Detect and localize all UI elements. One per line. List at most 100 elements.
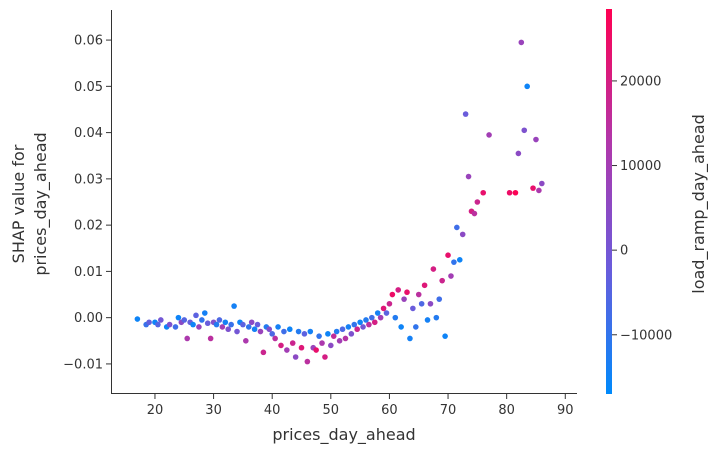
- data-point: [456, 257, 463, 263]
- x-tick-label: 80: [498, 403, 515, 418]
- data-point: [474, 199, 481, 205]
- data-point: [319, 340, 325, 346]
- data-point: [415, 291, 422, 298]
- data-point: [172, 324, 179, 330]
- data-point: [325, 331, 331, 337]
- data-point: [459, 231, 466, 238]
- data-point: [269, 331, 275, 337]
- data-point: [228, 321, 234, 328]
- data-point: [301, 331, 308, 337]
- data-point: [304, 358, 311, 365]
- colorbar-tick-label: 0: [620, 244, 628, 259]
- data-point: [395, 287, 402, 293]
- data-point: [424, 317, 431, 323]
- data-point: [471, 210, 478, 217]
- x-tick-label: 40: [264, 403, 281, 418]
- data-point: [465, 173, 472, 180]
- data-point: [222, 319, 229, 326]
- data-point: [357, 319, 363, 326]
- data-point: [480, 189, 487, 196]
- data-point: [266, 326, 273, 333]
- data-point: [448, 273, 454, 279]
- data-point: [445, 252, 451, 258]
- x-tick-label: 50: [323, 403, 340, 418]
- data-point: [295, 328, 302, 335]
- data-point: [418, 300, 425, 307]
- data-point: [433, 314, 440, 321]
- data-point: [374, 310, 381, 316]
- data-point: [284, 347, 290, 353]
- data-point: [272, 335, 278, 342]
- x-axis-ticks: 20 30 40 50 60 70 80 90: [147, 394, 574, 418]
- data-point: [245, 324, 252, 330]
- data-point: [158, 317, 164, 323]
- data-point: [219, 324, 226, 330]
- data-point: [392, 314, 399, 321]
- data-point: [430, 266, 437, 272]
- data-point: [366, 321, 372, 328]
- data-point: [383, 310, 390, 316]
- data-point: [190, 321, 196, 328]
- colorbar-tick-label: 20000: [620, 74, 661, 89]
- data-point: [289, 340, 296, 346]
- data-point: [216, 317, 223, 323]
- y-axis-ticks: −0.01 0.00 0.01 0.02 0.03 0.04 0.05 0.06: [63, 34, 111, 372]
- data-point: [515, 150, 522, 157]
- data-point: [196, 324, 202, 330]
- data-point: [454, 224, 460, 231]
- y-axis-label-line2: prices_day_ahead: [31, 132, 51, 275]
- data-point: [380, 305, 387, 312]
- data-point: [354, 326, 360, 333]
- data-point: [333, 328, 340, 335]
- data-point: [234, 328, 240, 335]
- data-point: [518, 39, 525, 46]
- data-point: [275, 324, 281, 330]
- data-point: [201, 310, 208, 316]
- y-tick-label: 0.02: [74, 219, 103, 234]
- data-point: [175, 314, 182, 321]
- data-point: [386, 300, 393, 307]
- data-point: [533, 136, 539, 143]
- data-point: [506, 189, 513, 196]
- data-point: [413, 324, 419, 330]
- x-tick-label: 90: [557, 403, 574, 418]
- data-point: [512, 189, 519, 196]
- data-point: [404, 289, 410, 296]
- y-tick-label: 0.05: [74, 80, 103, 95]
- data-point: [243, 338, 249, 344]
- data-point: [530, 185, 536, 191]
- data-point: [207, 335, 214, 342]
- data-point: [339, 326, 346, 333]
- scatter-points: [134, 39, 545, 365]
- data-point: [184, 335, 190, 342]
- data-point: [436, 296, 443, 302]
- data-point: [134, 316, 141, 322]
- data-point: [442, 333, 448, 339]
- x-tick-label: 60: [381, 403, 398, 418]
- data-point: [292, 354, 299, 360]
- colorbar-ticks: −10000 0 10000 20000: [612, 74, 672, 343]
- data-point: [410, 305, 416, 312]
- y-tick-label: 0.00: [74, 311, 103, 326]
- data-point: [369, 314, 375, 321]
- data-point: [328, 342, 334, 349]
- data-point: [313, 347, 319, 353]
- data-point: [281, 328, 287, 335]
- data-point: [260, 349, 267, 356]
- data-point: [181, 317, 188, 323]
- data-point: [536, 187, 542, 194]
- data-point: [155, 321, 161, 328]
- x-tick-label: 30: [205, 403, 222, 418]
- data-point: [360, 324, 366, 330]
- x-axis-label: prices_day_ahead: [272, 425, 415, 445]
- data-point: [371, 319, 378, 326]
- data-point: [439, 277, 445, 284]
- data-point: [286, 326, 293, 333]
- data-point: [146, 319, 152, 326]
- data-point: [254, 321, 261, 328]
- data-point: [166, 321, 173, 328]
- data-point: [248, 319, 255, 326]
- x-tick-label: 70: [440, 403, 457, 418]
- data-point: [351, 321, 358, 328]
- data-point: [213, 321, 220, 328]
